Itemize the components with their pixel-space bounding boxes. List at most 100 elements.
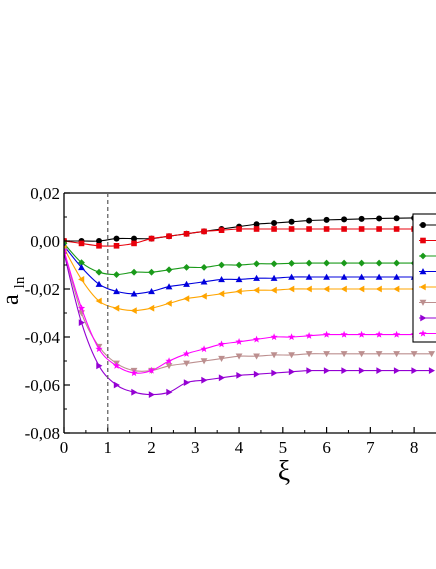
data-point [288, 259, 295, 267]
data-point [95, 268, 103, 276]
data-point [393, 367, 401, 374]
data-point [200, 264, 208, 271]
data-point [183, 379, 190, 386]
x-tick-label: 7 [366, 438, 375, 457]
x-tick-label: 5 [279, 438, 288, 457]
data-point [253, 274, 260, 281]
data-point [200, 358, 208, 365]
x-tick-label: 8 [410, 438, 419, 457]
data-point [393, 330, 401, 338]
data-point [252, 335, 261, 343]
series-line [64, 217, 432, 242]
data-point [323, 367, 330, 374]
y-tick-label: -0,06 [25, 376, 60, 395]
axes-layer: 0 1 2 3 4 5 6 7 8 0,02 0,00 -0,02 -0,04 -0,06 -0,08 [25, 184, 436, 457]
data-point [375, 330, 383, 338]
legend-item-4 [419, 268, 436, 275]
data-point [235, 261, 243, 269]
data-point [357, 330, 366, 338]
data-point [376, 226, 382, 232]
data-point [270, 286, 277, 294]
data-point [323, 259, 330, 267]
data-point [148, 268, 155, 276]
data-point [253, 226, 260, 232]
data-point [305, 332, 313, 339]
data-point [78, 276, 85, 283]
x-axis-label: ξ [278, 456, 290, 487]
data-point [420, 222, 426, 228]
data-point [165, 300, 172, 307]
data-point [340, 273, 348, 280]
data-point [323, 216, 330, 223]
data-point [130, 268, 138, 276]
data-point [340, 351, 348, 358]
data-point [305, 285, 312, 293]
data-point [236, 372, 243, 379]
data-point [306, 226, 312, 232]
data-point [376, 367, 383, 374]
data-point [288, 218, 295, 225]
data-point [183, 280, 190, 287]
data-point [253, 353, 260, 360]
data-point [64, 246, 68, 254]
data-point [358, 259, 365, 267]
legend-item-6 [419, 299, 436, 306]
x-tick-label: 3 [191, 438, 200, 457]
data-point [288, 273, 295, 280]
series-7 [64, 251, 436, 398]
data-point [340, 330, 348, 338]
y-tick-label: -0,08 [25, 424, 60, 443]
data-point [236, 226, 242, 232]
data-point [218, 290, 225, 298]
x-tick-label: 2 [147, 438, 156, 457]
data-point [323, 351, 330, 358]
data-point [322, 330, 331, 338]
data-point [218, 276, 225, 283]
data-point [113, 304, 120, 312]
data-point [340, 285, 347, 293]
data-point [165, 363, 173, 370]
data-point [393, 273, 401, 280]
data-point [393, 215, 400, 222]
data-point [393, 259, 401, 267]
data-point [270, 274, 278, 281]
data-point [253, 221, 260, 228]
data-point [253, 370, 260, 378]
x-tick-label: 0 [60, 438, 69, 457]
y-tick-label: -0,04 [25, 328, 61, 347]
data-point [428, 351, 436, 358]
data-point [218, 227, 225, 233]
data-point [183, 231, 190, 237]
x-tick-label: 4 [235, 438, 244, 457]
data-point [148, 235, 155, 242]
y-tick-label: 0,00 [30, 232, 60, 251]
data-point [411, 367, 418, 374]
data-point [419, 299, 427, 306]
legend-item-5 [419, 283, 436, 291]
data-point [420, 314, 427, 322]
data-point [375, 285, 382, 293]
series-line [64, 243, 432, 276]
data-point [235, 288, 242, 295]
legend-item-7 [419, 314, 436, 322]
data-point [323, 273, 330, 280]
data-point [288, 226, 295, 232]
data-point [165, 283, 173, 290]
data-point [288, 368, 295, 376]
data-point [358, 226, 365, 232]
data-point [131, 235, 138, 242]
data-point [323, 285, 330, 293]
data-point [306, 217, 313, 224]
series-8 [64, 246, 436, 377]
data-point [148, 304, 155, 312]
data-point [235, 276, 243, 283]
data-point [341, 226, 347, 232]
data-point [130, 307, 137, 314]
y-axis-label-subscript: ln [12, 276, 28, 288]
data-point [235, 338, 243, 345]
data-point [78, 259, 85, 266]
data-point [341, 367, 348, 374]
data-point [288, 285, 295, 293]
data-point [217, 340, 226, 348]
